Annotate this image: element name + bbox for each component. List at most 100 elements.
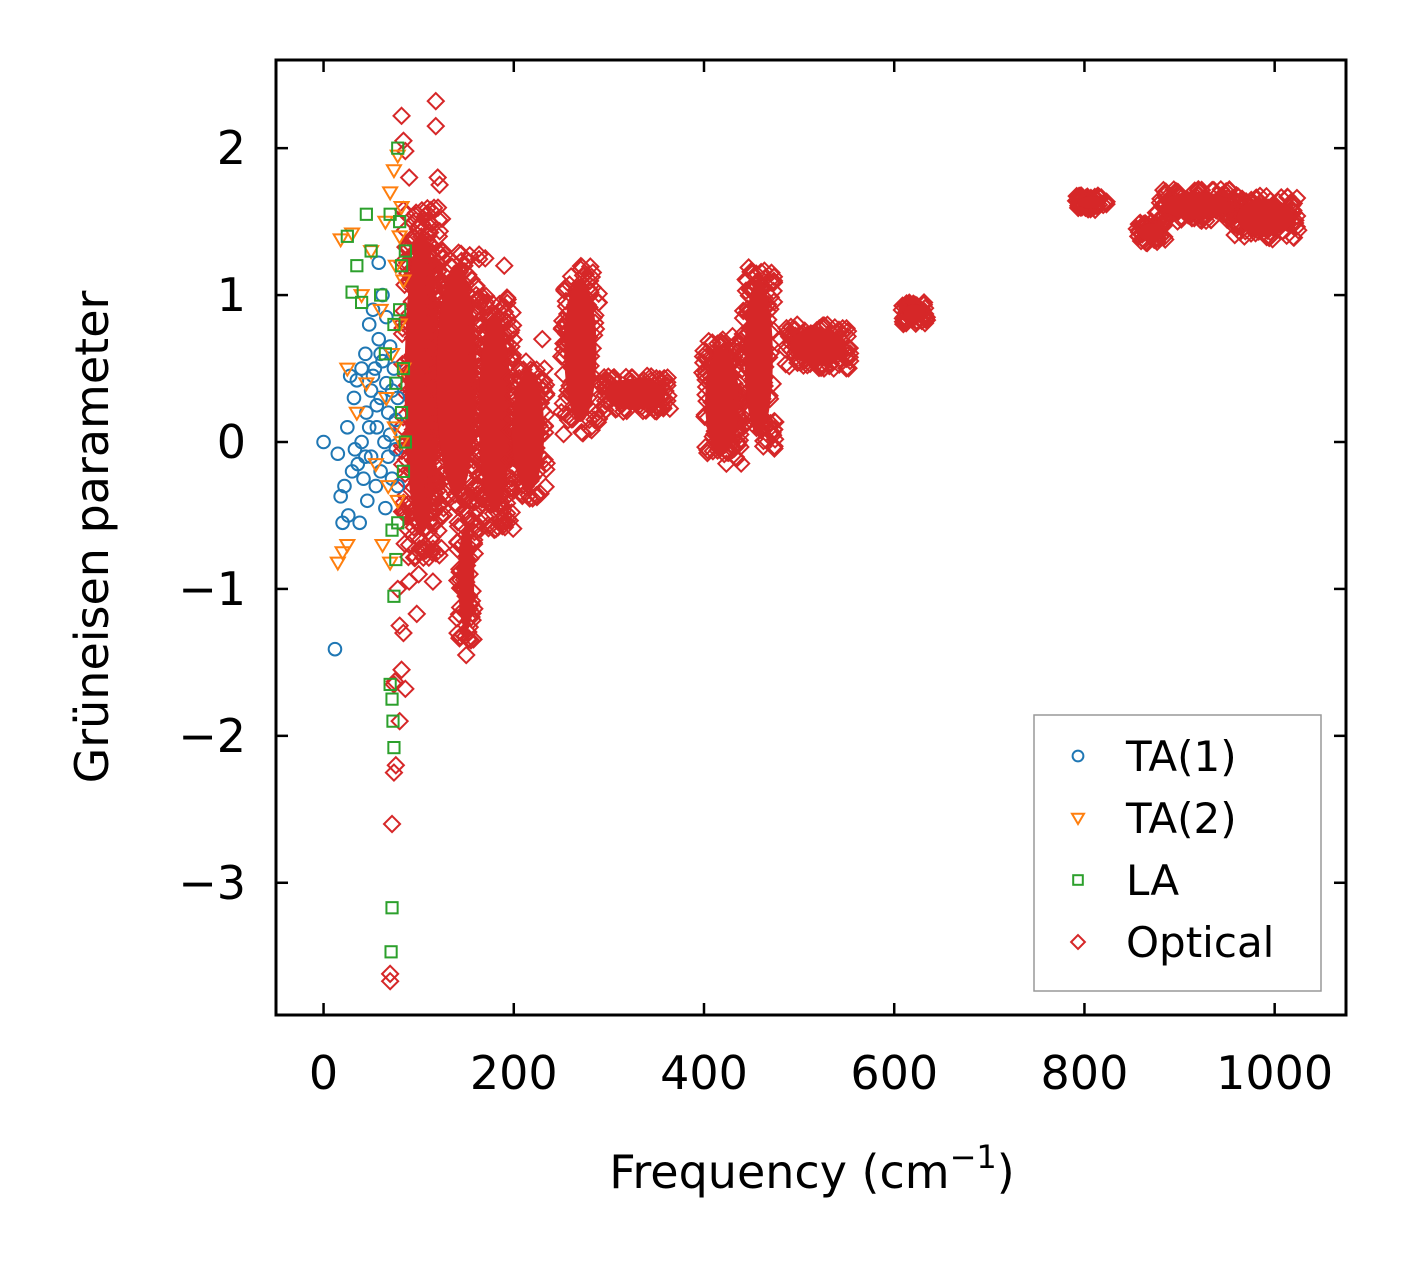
data-point [764,439,784,459]
data-point [483,293,503,313]
data-point [435,245,455,265]
x-tick-label: 0 [309,1046,338,1100]
data-point [429,226,449,246]
data-point [377,392,396,407]
y-tick-label: 2 [217,121,246,175]
y-tick-label: −1 [178,562,246,616]
data-point [393,623,413,643]
data-point [426,285,446,305]
data-point [571,259,591,279]
data-point [354,434,369,450]
data-point [412,200,432,220]
data-point [582,267,602,287]
data-point [337,478,352,494]
data-point [726,447,746,467]
data-point [503,474,523,494]
data-point [392,502,412,522]
data-point [425,254,444,274]
data-point [394,274,413,290]
data-point [374,288,388,302]
data-point [558,410,578,430]
data-point [338,362,357,378]
data-point [383,207,397,221]
data-point [382,427,398,442]
data-point [405,205,425,225]
dense-cluster [1138,223,1164,243]
data-point [398,435,412,449]
data-point [352,515,367,531]
data-point [384,674,404,694]
data-point [418,212,438,232]
data-point [476,296,496,316]
data-point [343,227,361,243]
data-point [398,244,412,258]
data-point [379,480,397,496]
data-point [470,315,490,335]
data-point [595,400,615,420]
data-point [777,318,796,338]
data-point [1150,210,1170,230]
data-point [500,478,520,498]
plot-frame [274,58,1348,1017]
dense-cluster [458,524,475,631]
data-point [491,510,510,529]
dense-cluster [1077,196,1106,209]
data-point [494,296,514,316]
data-point [751,262,771,282]
legend: TA(1) TA(2) LA Optical [1033,714,1322,992]
data-point [383,677,397,692]
data-point [409,564,429,584]
data-point [316,434,331,450]
data-point [426,116,446,136]
data-point [475,248,495,268]
data-point [389,552,403,567]
data-point [394,406,409,420]
data-point [407,604,427,624]
data-point [392,201,411,216]
data-point [396,464,411,478]
data-point [393,303,407,317]
data-point [461,270,481,290]
data-point [732,344,752,364]
data-point [580,271,600,291]
dense-cluster [744,279,773,436]
axis-ticks [276,60,1346,1015]
data-point [364,244,378,258]
dense-cluster [436,264,477,496]
data-point [380,971,400,991]
data-point [387,741,401,755]
data-point [836,358,856,378]
data-point [534,377,554,397]
data-point [371,331,387,347]
x-tick-label: 600 [850,1046,938,1100]
data-point [361,317,377,332]
data-point [399,168,419,188]
data-point [348,406,366,422]
data-point [723,326,742,346]
data-point [413,542,433,562]
data-point [430,175,450,195]
x-axis-label: Frequency (cm−1) [609,1138,1014,1199]
data-point [388,579,408,599]
data-point [333,546,352,562]
data-point [781,317,801,337]
data-point [390,230,409,246]
data-point [340,508,356,523]
data-point [755,268,775,288]
data-point [838,321,858,341]
legend-marker [1072,874,1084,886]
data-point [764,281,784,301]
data-point [391,516,405,530]
y-tick-label: 0 [217,415,246,469]
data-point [500,369,520,389]
data-point [394,259,409,273]
data-point [739,258,759,277]
data-point [432,209,452,229]
data-point [375,353,390,369]
data-point [833,318,853,338]
data-point [358,346,373,362]
data-point [815,358,834,378]
data-point [393,215,407,229]
data-point [433,241,453,261]
data-point [523,488,543,508]
